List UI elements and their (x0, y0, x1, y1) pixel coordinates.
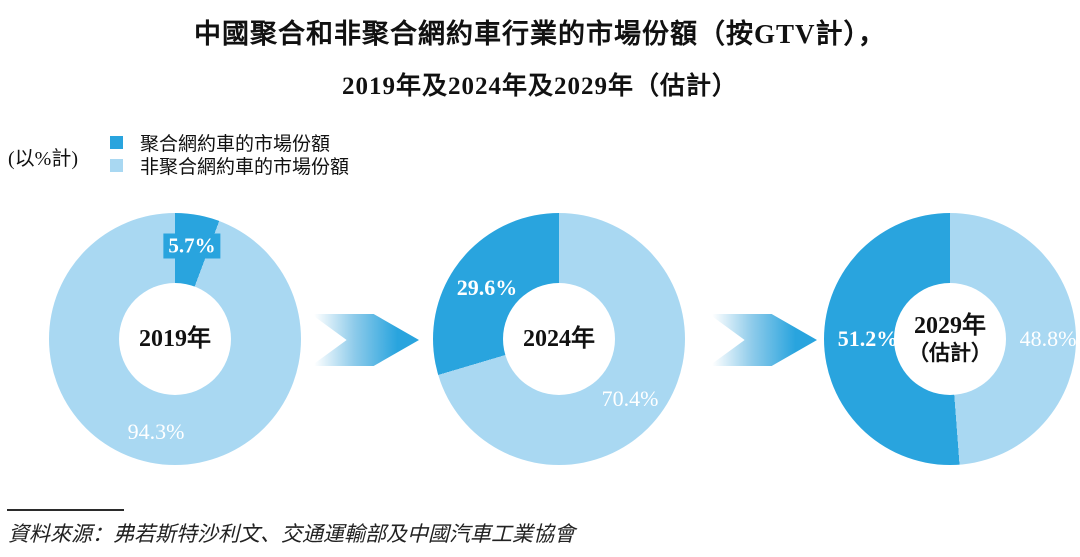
legend-swatch-aggregated (110, 136, 123, 149)
donut-2019: 2019年 5.7% 94.3% (49, 213, 301, 465)
legend: 聚合網約車的市場份額 非聚合網約車的市場份額 (110, 131, 350, 178)
donut-2024-year-label: 2024年 (523, 325, 595, 352)
unit-note: (以%計) (8, 148, 78, 170)
legend-item-non-aggregated: 非聚合網約車的市場份額 (110, 154, 350, 178)
donut-2024: 2024年 29.6% 70.4% (433, 213, 685, 465)
source-text: 資料來源：弗若斯特沙利文、交通運輸部及中國汽車工業協會 (8, 522, 575, 546)
donut-2029-non-aggregated-label: 48.8% (1019, 326, 1077, 351)
arrow-2019-to-2024-icon (311, 314, 419, 366)
legend-item-aggregated: 聚合網約車的市場份額 (110, 131, 349, 155)
chart-title-line2: 2019年及2024年及2029年（估計） (341, 73, 738, 100)
donut-2029-aggregated-label: 51.2% (837, 326, 899, 351)
donut-2029-center: 2029年 （估計） (894, 283, 1006, 395)
donut-2019-aggregated-label: 5.7% (163, 233, 221, 259)
chart-title-line1: 中國聚合和非聚合網約車行業的市場份額（按GTV計）， (193, 19, 886, 49)
donut-2029-estimate-label: （估計） (908, 340, 992, 365)
source-divider (7, 509, 124, 511)
legend-label-aggregated: 聚合網約車的市場份額 (140, 134, 331, 155)
donut-2024-non-aggregated-label: 70.4% (601, 386, 659, 411)
donut-2024-aggregated-label: 29.6% (456, 275, 518, 300)
donut-2019-non-aggregated-label: 94.3% (127, 419, 185, 444)
chart-title: 中國聚合和非聚合網約車行業的市場份額（按GTV計）， 2019年及2024年及2… (0, 12, 1080, 102)
legend-swatch-non-aggregated (110, 159, 123, 172)
arrow-2024-to-2029-icon (709, 314, 817, 366)
donut-2029-year-label: 2029年 (914, 313, 986, 339)
legend-label-non-aggregated: 非聚合網約車的市場份額 (140, 157, 350, 178)
donut-2019-year-label: 2019年 (139, 325, 211, 352)
donut-2029: 2029年 （估計） 51.2% 48.8% (824, 213, 1076, 465)
donut-2024-center: 2024年 (503, 283, 615, 395)
donut-2019-center: 2019年 (119, 283, 231, 395)
